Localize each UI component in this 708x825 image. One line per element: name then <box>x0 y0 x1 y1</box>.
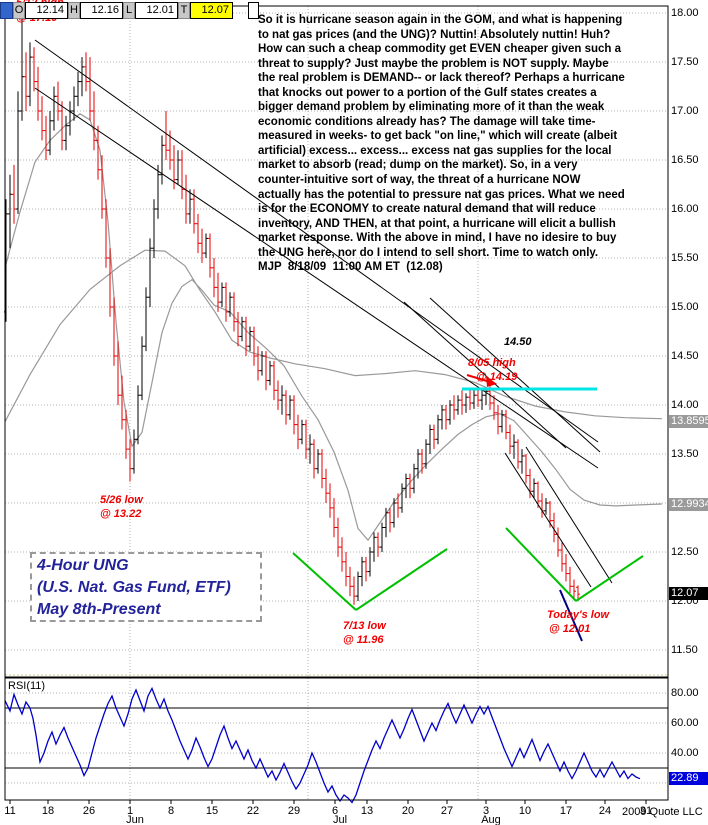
trade-value: 12.07 <box>190 2 233 19</box>
month-axis-label: Jun <box>126 814 144 825</box>
price-axis-label: 11.50 <box>671 644 698 656</box>
price-axis-label: 16.50 <box>671 154 699 166</box>
price-axis-label: 16.00 <box>671 203 699 215</box>
price-axis-label: 15.00 <box>671 301 699 313</box>
date-axis-label: 17 <box>559 805 573 817</box>
axis-price-badge: 12.07 <box>669 587 708 600</box>
date-axis-label: 20 <box>401 805 415 817</box>
rsi-study-label: RSI(11) <box>8 680 46 692</box>
copyright-text: 2009 Quote LLC <box>622 806 703 818</box>
price-axis-label: 17.00 <box>671 105 699 117</box>
trendline-level-label: 14.50 <box>504 336 532 348</box>
price-axis-label: 18.00 <box>671 7 699 19</box>
date-axis-label: 6 <box>331 805 339 817</box>
date-axis-label: 31 <box>639 805 653 817</box>
rsi-axis-label: 40.00 <box>671 747 699 759</box>
low-label: L <box>123 2 135 19</box>
jul13-low-annotation: 7/13 low @ 11.96 <box>343 620 386 646</box>
aug05-high-annotation: 8/05 high @ 14.19 <box>468 357 518 383</box>
title-line2: (U.S. Nat. Gas Fund, ETF) <box>37 579 231 596</box>
axis-price-badge: 13.85957 <box>669 415 708 428</box>
date-axis-label: 24 <box>598 805 612 817</box>
price-axis-label: 13.50 <box>671 448 699 460</box>
price-axis-label: 14.00 <box>671 399 699 411</box>
date-axis-label: 8 <box>167 805 175 817</box>
quote-readout-bar: O 12.14 H 12.16 L 12.01 T 12.07 <box>0 2 259 19</box>
title-line3: May 8th-Present <box>37 601 161 618</box>
date-axis-label: 27 <box>440 805 454 817</box>
commentary-body: So it is hurricane season again in the G… <box>258 14 625 259</box>
price-axis-label: 15.50 <box>671 252 699 264</box>
rsi-axis-label: 60.00 <box>671 717 699 729</box>
title-line1: 4-Hour UNG <box>37 557 129 574</box>
axis-price-badge: 22.89 <box>669 772 708 785</box>
price-axis-label: 14.50 <box>671 350 699 362</box>
date-axis-label: 1 <box>126 805 134 817</box>
date-axis-label: 15 <box>205 805 219 817</box>
date-axis-label: 10 <box>518 805 532 817</box>
month-axis-label: Aug <box>481 814 501 825</box>
high-value: 12.16 <box>80 2 123 19</box>
date-axis-label: 13 <box>360 805 374 817</box>
today-low-annotation: Today's low @ 12.01 <box>547 609 610 635</box>
trade-label: T <box>178 2 190 19</box>
high-label: H <box>68 2 80 19</box>
rsi-axis-label: 80.00 <box>671 687 699 699</box>
date-axis-label: 29 <box>287 805 301 817</box>
date-axis-label: 11 <box>4 805 16 817</box>
symbol-color-square <box>0 2 13 19</box>
extra-quote-box <box>248 2 259 19</box>
date-axis-label: 26 <box>82 805 96 817</box>
open-value: 12.14 <box>25 2 68 19</box>
date-axis-label: 22 <box>246 805 260 817</box>
price-axis-label: 17.50 <box>671 56 699 68</box>
month-axis-label: Jul <box>332 814 348 825</box>
date-axis-label: 3 <box>482 805 490 817</box>
analyst-commentary: So it is hurricane season again in the G… <box>258 13 626 275</box>
low-value: 12.01 <box>135 2 178 19</box>
commentary-byline: MJP 8/18/09 11:00 AM ET (12.08) <box>258 261 443 274</box>
date-axis-label: 18 <box>41 805 55 817</box>
may26-low-annotation: 5/26 low @ 13.22 <box>100 494 143 520</box>
chart-title-box: 4-Hour UNG (U.S. Nat. Gas Fund, ETF) May… <box>30 552 262 622</box>
open-label: O <box>13 2 25 19</box>
price-axis-label: 12.50 <box>671 546 699 558</box>
